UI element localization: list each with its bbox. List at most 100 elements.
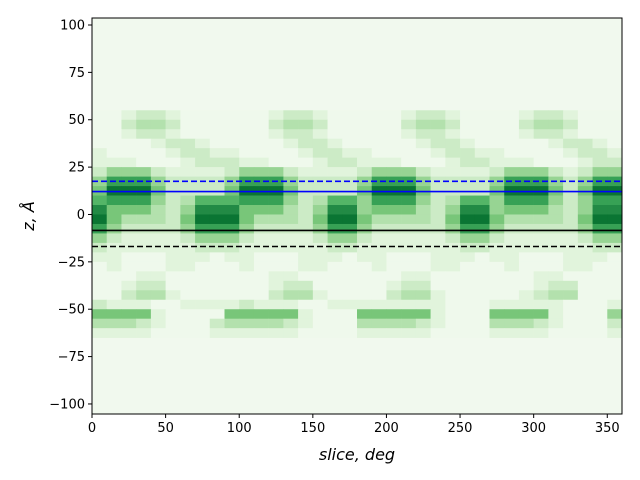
- heatmap-cell: [136, 148, 152, 158]
- heatmap-cell: [445, 157, 461, 168]
- heatmap-cell: [165, 252, 181, 263]
- heatmap-cell: [298, 280, 314, 291]
- heatmap-cell: [592, 129, 608, 139]
- heatmap-cell: [209, 233, 225, 244]
- heatmap-cell: [92, 280, 108, 291]
- heatmap-cell: [489, 195, 505, 206]
- y-axis-label: z, Å: [19, 201, 38, 232]
- heatmap-cell: [592, 205, 608, 215]
- heatmap-cell: [415, 110, 431, 121]
- heatmap-cell: [312, 129, 328, 139]
- heatmap-cell: [312, 271, 328, 282]
- heatmap-cell: [460, 309, 476, 319]
- heatmap-cell: [342, 214, 358, 225]
- heatmap-cell: [106, 271, 122, 282]
- heatmap-cell: [136, 261, 152, 272]
- heatmap-cell: [312, 280, 328, 291]
- heatmap-cell: [518, 271, 534, 282]
- plot-frame: [91, 17, 623, 415]
- heatmap-cell: [239, 138, 255, 149]
- heatmap-cell: [312, 261, 328, 272]
- heatmap-cell: [136, 214, 152, 225]
- heatmap-cell: [106, 328, 122, 338]
- heatmap-cell: [106, 129, 122, 139]
- heatmap-cell: [268, 261, 284, 272]
- heatmap-cell: [489, 119, 505, 130]
- heatmap-cell: [504, 223, 520, 234]
- heatmap-cell: [563, 233, 579, 244]
- heatmap-cell: [239, 195, 255, 206]
- heatmap-cell: [312, 242, 328, 253]
- heatmap-cell: [460, 138, 476, 149]
- heatmap-cell: [430, 119, 446, 130]
- heatmap-cell: [401, 129, 417, 139]
- heatmap-cell: [371, 119, 387, 130]
- heatmap-cell: [474, 299, 490, 310]
- heatmap-cell: [415, 223, 431, 234]
- heatmap-cell: [312, 318, 328, 329]
- heatmap-cell: [357, 233, 373, 244]
- heatmap-cell: [209, 176, 225, 187]
- heatmap-cell: [371, 138, 387, 149]
- heatmap-cell: [268, 129, 284, 139]
- heatmap-cell: [357, 205, 373, 215]
- heatmap-cell: [357, 290, 373, 301]
- heatmap-cell: [401, 119, 417, 130]
- heatmap-cell: [195, 167, 211, 177]
- heatmap-cell: [312, 299, 328, 310]
- heatmap-cell: [195, 261, 211, 272]
- x-tick-label: 0: [88, 421, 96, 436]
- heatmap-cell: [518, 242, 534, 253]
- heatmap-cell: [415, 271, 431, 282]
- heatmap-cell: [298, 318, 314, 329]
- heatmap-cell: [224, 195, 240, 206]
- heatmap-cell: [224, 167, 240, 177]
- heatmap-cell: [121, 271, 137, 282]
- heatmap-cell: [489, 233, 505, 244]
- heatmap-cell: [342, 110, 358, 121]
- heatmap-cell: [121, 138, 137, 149]
- heatmap-cell: [548, 205, 564, 215]
- heatmap-cell: [371, 167, 387, 177]
- heatmap-cell: [474, 309, 490, 319]
- heatmap-cell: [489, 242, 505, 253]
- heatmap-cell: [415, 195, 431, 206]
- heatmap-cell: [312, 290, 328, 301]
- heatmap-cell: [533, 261, 549, 272]
- heatmap-cell: [474, 138, 490, 149]
- heatmap-cell: [180, 167, 196, 177]
- heatmap-cell: [165, 129, 181, 139]
- heatmap-cell: [371, 223, 387, 234]
- heatmap-cell: [401, 110, 417, 121]
- heatmap-cell: [298, 233, 314, 244]
- heatmap-cell: [504, 157, 520, 168]
- heatmap-cell: [327, 328, 343, 338]
- heatmap-cell: [106, 138, 122, 149]
- heatmap-cell: [121, 233, 137, 244]
- heatmap-cell: [136, 328, 152, 338]
- heatmap-cell: [209, 205, 225, 215]
- heatmap-cell: [357, 252, 373, 263]
- heatmap-cell: [415, 167, 431, 177]
- y-tick-label: 100: [60, 19, 85, 34]
- heatmap-cell: [577, 252, 593, 263]
- heatmap-cell: [533, 214, 549, 225]
- heatmap-cell: [357, 271, 373, 282]
- heatmap-cell: [563, 280, 579, 291]
- heatmap-cell: [607, 271, 622, 282]
- heatmap-cell: [342, 223, 358, 234]
- heatmap-cell: [430, 290, 446, 301]
- heatmap-cell: [474, 157, 490, 168]
- heatmap-cell: [357, 242, 373, 253]
- heatmap-cell: [415, 252, 431, 263]
- heatmap-cell: [386, 328, 402, 338]
- heatmap-cell: [607, 252, 622, 263]
- heatmap-cell: [592, 119, 608, 130]
- heatmap-cell: [607, 223, 622, 234]
- heatmap-cell: [430, 271, 446, 282]
- heatmap-cell: [474, 110, 490, 121]
- heatmap-cell: [121, 309, 137, 319]
- heatmap-cell: [445, 148, 461, 158]
- heatmap-cell: [533, 110, 549, 121]
- heatmap-cell: [150, 167, 166, 177]
